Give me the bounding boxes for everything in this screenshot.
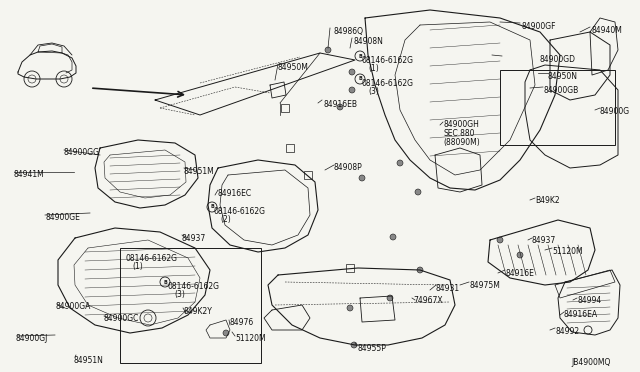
Text: 84975M: 84975M bbox=[469, 281, 500, 290]
Bar bbox=[120, 248, 261, 363]
Text: 84950N: 84950N bbox=[548, 72, 578, 81]
Text: 84951M: 84951M bbox=[184, 167, 215, 176]
Bar bbox=[500, 70, 615, 145]
Circle shape bbox=[349, 69, 355, 75]
Bar bbox=[281, 104, 289, 112]
Text: 84908N: 84908N bbox=[353, 37, 383, 46]
Text: 84900GC: 84900GC bbox=[103, 314, 138, 323]
Text: 74967X: 74967X bbox=[413, 296, 443, 305]
Text: B: B bbox=[163, 279, 167, 285]
Text: 849K2Y: 849K2Y bbox=[183, 307, 212, 316]
Bar bbox=[304, 171, 312, 179]
Text: 84900GG: 84900GG bbox=[63, 148, 99, 157]
Bar bbox=[346, 264, 354, 272]
Text: 84900GA: 84900GA bbox=[56, 302, 92, 311]
Circle shape bbox=[390, 234, 396, 240]
Text: 84940M: 84940M bbox=[592, 26, 623, 35]
Text: JB4900MQ: JB4900MQ bbox=[571, 358, 611, 367]
Text: 08146-6162G: 08146-6162G bbox=[362, 56, 414, 65]
Circle shape bbox=[497, 237, 503, 243]
Text: 84916EA: 84916EA bbox=[564, 310, 598, 319]
Circle shape bbox=[417, 267, 423, 273]
Circle shape bbox=[223, 330, 229, 336]
Circle shape bbox=[351, 342, 357, 348]
Text: 84900GD: 84900GD bbox=[540, 55, 576, 64]
Circle shape bbox=[359, 175, 365, 181]
Text: 84900G: 84900G bbox=[600, 107, 630, 116]
Text: B49K2: B49K2 bbox=[535, 196, 559, 205]
Text: (1): (1) bbox=[368, 64, 379, 73]
Text: 84937: 84937 bbox=[181, 234, 205, 243]
Text: 08146-6162G: 08146-6162G bbox=[126, 254, 178, 263]
Bar bbox=[286, 144, 294, 152]
Text: 84916E: 84916E bbox=[505, 269, 534, 278]
Text: 84950M: 84950M bbox=[278, 63, 309, 72]
Text: 84994: 84994 bbox=[577, 296, 601, 305]
Text: 84900GE: 84900GE bbox=[45, 213, 80, 222]
Text: 08146-6162G: 08146-6162G bbox=[168, 282, 220, 291]
Text: 84916EB: 84916EB bbox=[323, 100, 357, 109]
Text: 84900GH: 84900GH bbox=[443, 120, 479, 129]
Text: (88090M): (88090M) bbox=[443, 138, 480, 147]
Text: 84986Q: 84986Q bbox=[333, 27, 363, 36]
Text: SEC.880: SEC.880 bbox=[443, 129, 474, 138]
Circle shape bbox=[415, 189, 421, 195]
Text: (3): (3) bbox=[174, 290, 185, 299]
Text: 84992: 84992 bbox=[555, 327, 579, 336]
Circle shape bbox=[517, 252, 523, 258]
Text: B: B bbox=[358, 54, 362, 58]
Text: 84951N: 84951N bbox=[74, 356, 104, 365]
Text: B: B bbox=[210, 205, 214, 209]
Text: 84916EC: 84916EC bbox=[218, 189, 252, 198]
Circle shape bbox=[349, 87, 355, 93]
Text: (2): (2) bbox=[220, 215, 231, 224]
Text: 84976: 84976 bbox=[229, 318, 253, 327]
Circle shape bbox=[387, 295, 393, 301]
Text: 84900GJ: 84900GJ bbox=[16, 334, 49, 343]
Text: (1): (1) bbox=[132, 262, 143, 271]
Circle shape bbox=[347, 305, 353, 311]
Text: 84941M: 84941M bbox=[14, 170, 45, 179]
Text: 84908P: 84908P bbox=[333, 163, 362, 172]
Circle shape bbox=[325, 47, 331, 53]
Circle shape bbox=[397, 160, 403, 166]
Text: B: B bbox=[358, 77, 362, 81]
Text: 84900GF: 84900GF bbox=[522, 22, 557, 31]
Text: 08146-6162G: 08146-6162G bbox=[362, 79, 414, 88]
Text: 51120M: 51120M bbox=[235, 334, 266, 343]
Text: 84937: 84937 bbox=[532, 236, 556, 245]
Text: 84955P: 84955P bbox=[357, 344, 386, 353]
Text: 08146-6162G: 08146-6162G bbox=[214, 207, 266, 216]
Text: (3): (3) bbox=[368, 87, 379, 96]
Text: 84931: 84931 bbox=[436, 284, 460, 293]
Text: 51120M: 51120M bbox=[552, 247, 582, 256]
Text: 84900GB: 84900GB bbox=[543, 86, 579, 95]
Circle shape bbox=[337, 104, 343, 110]
